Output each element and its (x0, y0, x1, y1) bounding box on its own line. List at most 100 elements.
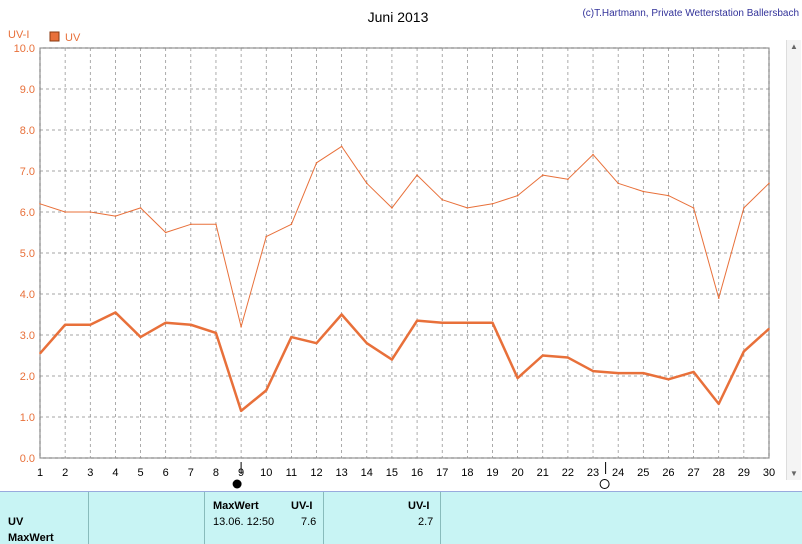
x-tick-label: 23 (587, 467, 599, 479)
data-point-mean (717, 403, 720, 405)
data-point-max (491, 203, 494, 205)
data-point-mean (114, 311, 117, 314)
x-tick-label: 2 (62, 467, 68, 479)
data-point-max (365, 182, 368, 185)
data-point-max (64, 211, 66, 213)
data-point-max (89, 211, 92, 213)
x-tick-label: 22 (562, 467, 574, 479)
x-tick-label: 14 (361, 467, 373, 479)
legend-label: UV (65, 32, 81, 44)
data-point-max (340, 145, 343, 148)
x-tick-label: 19 (486, 467, 498, 479)
data-point-max (617, 182, 619, 185)
x-tick-label: 5 (137, 467, 143, 479)
summary-table: UV MaxWert MaxWert UV-I 13.06. 12:50 7.6… (0, 491, 802, 544)
y-tick-label: 4.0 (20, 289, 35, 301)
data-point-mean (215, 332, 217, 334)
x-tick-label: 3 (87, 467, 93, 479)
data-point-mean (441, 321, 444, 324)
x-tick-label: 1 (37, 467, 43, 479)
data-point-mean (315, 342, 318, 345)
x-tick-label: 24 (612, 467, 624, 479)
data-point-mean (617, 372, 619, 374)
x-tick-label: 28 (713, 467, 725, 479)
data-point-mean (190, 323, 192, 326)
data-point-max (391, 207, 393, 209)
row-label-maxwert: MaxWert (8, 532, 54, 544)
max-column: MaxWert UV-I 13.06. 12:50 7.6 (205, 492, 324, 544)
data-point-max (164, 231, 167, 234)
mean-column: UV-I 2.7 (324, 492, 441, 544)
data-point-max (39, 203, 41, 205)
data-point-max (315, 162, 318, 164)
x-tick-label: 27 (687, 467, 699, 479)
data-point-max (215, 223, 217, 226)
data-point-mean (240, 410, 242, 412)
chart-area: 0.01.02.03.04.05.06.07.08.09.010.01 2 3 4 5 6… (8, 8, 799, 489)
data-point-mean (64, 323, 66, 326)
x-tick-label: 25 (637, 467, 649, 479)
data-point-mean (89, 323, 92, 326)
data-point-mean (491, 321, 494, 324)
mean-header: UV-I (408, 500, 430, 512)
data-point-max (190, 223, 192, 226)
data-point-max (717, 297, 720, 299)
x-tick-label: 16 (411, 467, 423, 479)
y-tick-label: 7.0 (20, 166, 35, 178)
data-point-mean (567, 356, 569, 359)
row-label-column: UV MaxWert (0, 492, 89, 544)
max-date: 13.06. 12:50 (213, 516, 275, 528)
vertical-scrollbar[interactable]: ▲ ▼ (786, 40, 801, 480)
empty-column (89, 492, 205, 544)
x-tick-label: 15 (386, 467, 398, 479)
data-point-max (567, 178, 569, 180)
scroll-down-icon[interactable]: ▼ (790, 469, 798, 478)
x-tick-label: 4 (112, 467, 118, 479)
full-moon-icon (232, 479, 242, 489)
data-point-max (743, 207, 745, 209)
data-point-mean (139, 336, 142, 338)
x-tick-label: 7 (188, 467, 194, 479)
y-tick-label: 6.0 (20, 207, 35, 219)
scroll-up-icon[interactable]: ▲ (790, 42, 798, 51)
y-tick-label: 3.0 (20, 330, 35, 342)
series-line-mean (39, 311, 770, 413)
data-point-mean (290, 336, 293, 338)
data-point-max (516, 194, 519, 197)
data-point-mean (541, 354, 544, 357)
data-point-mean (340, 313, 343, 316)
y-tick-label: 0.0 (20, 453, 35, 465)
x-tick-label: 6 (163, 467, 169, 479)
x-tick-label: 20 (511, 467, 523, 479)
data-point-max (441, 198, 444, 201)
data-point-mean (39, 352, 41, 355)
chart-title: Juni 2013 (368, 9, 429, 25)
data-point-max (416, 174, 418, 176)
data-point-mean (391, 358, 393, 361)
y-tick-label: 5.0 (20, 248, 35, 260)
y-tick-label: 1.0 (20, 412, 35, 424)
data-point-mean (768, 328, 770, 330)
data-point-max (667, 194, 670, 197)
data-point-mean (265, 389, 268, 392)
x-tick-label: 18 (461, 467, 473, 479)
data-point-mean (692, 371, 695, 373)
row-label-uv: UV (8, 516, 24, 528)
data-point-max (642, 190, 645, 193)
y-axis-label: UV-I (8, 29, 29, 41)
data-point-max (466, 207, 469, 209)
data-point-max (592, 153, 594, 156)
y-tick-label: 2.0 (20, 371, 35, 383)
data-point-max (139, 207, 142, 209)
x-tick-label: 21 (537, 467, 549, 479)
max-header: MaxWert (213, 500, 259, 512)
y-tick-label: 10.0 (14, 43, 35, 55)
data-point-mean (365, 342, 368, 345)
data-point-mean (642, 372, 645, 374)
y-tick-label: 9.0 (20, 84, 35, 96)
data-point-max (265, 235, 268, 238)
x-tick-label: 11 (286, 467, 297, 479)
data-point-mean (743, 350, 745, 353)
max-value: 7.6 (301, 516, 317, 528)
data-point-mean (516, 377, 519, 379)
